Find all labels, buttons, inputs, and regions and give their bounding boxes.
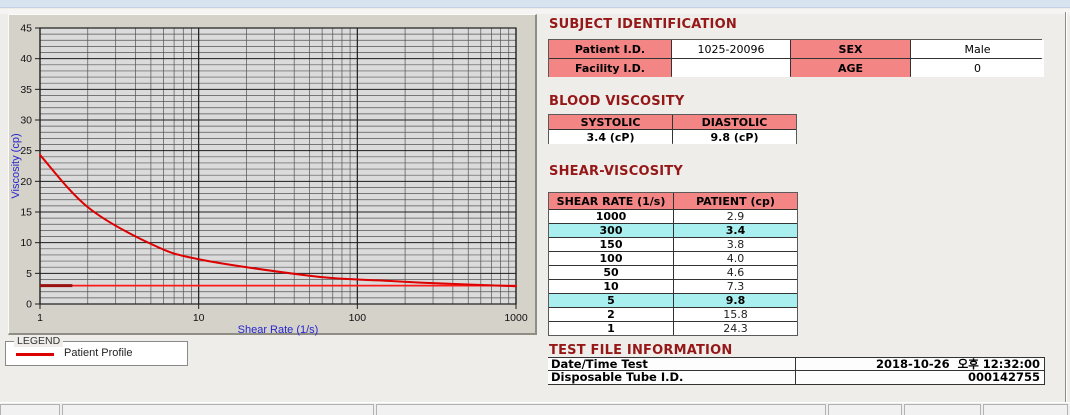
patient-header: PATIENT (cp) [674,193,797,209]
svg-text:10: 10 [20,237,32,249]
shear-rate-cell: 100 [549,252,673,265]
status-bar-segment [904,404,981,415]
shear-rate-cell: 50 [549,266,673,279]
disposable-tube-id-label: Disposable Tube I.D. [551,370,684,384]
patient-cell: 9.8 [674,294,797,307]
patient-cell: 24.3 [674,322,797,335]
shear-rate-cell: 1000 [549,210,673,223]
shear-rate-cell: 10 [549,280,673,293]
age-label: AGE [791,59,910,77]
diastolic-header: DIASTOLIC [673,115,796,129]
systolic-header: SYSTOLIC [549,115,672,129]
svg-text:1: 1 [37,312,43,324]
svg-text:0: 0 [26,299,32,311]
legend-group-label: LEGEND [14,335,64,347]
svg-text:30: 30 [20,115,32,127]
svg-text:35: 35 [20,84,32,96]
subject-identification-title: SUBJECT IDENTIFICATION [549,17,737,32]
legend-box: LEGEND Patient Profile [5,335,188,366]
svg-text:20: 20 [20,176,32,188]
window-top-strip [0,9,1070,14]
sex-label: SEX [791,40,910,58]
window-top-bar [0,0,1070,8]
facility-id-label: Facility I.D. [549,59,671,77]
patient-cell: 3.4 [674,224,797,237]
svg-text:15: 15 [20,207,32,219]
systolic-value: 3.4 (cP) [549,130,672,144]
patient-cell: 4.0 [674,252,797,265]
viscosity-vs-shear-rate-chart: 0 5 10 15 20 25 30 35 40 45 1 10 100 1000 Shear Rate (… [10,23,528,337]
blood-viscosity-title: BLOOD VISCOSITY [549,94,685,109]
subject-identification-table: Patient I.D. 1025-20096 SEX Male Facilit… [548,39,1044,77]
shear-rate-cell: 5 [549,294,673,307]
test-file-information-table: Date/Time Test 2018-10-26 오후 12:32:00 Di… [548,357,1045,385]
sex-value: Male [911,40,1044,58]
legend-series-label: Patient Profile [64,347,133,359]
test-file-information-title: TEST FILE INFORMATION [549,343,733,358]
svg-text:100: 100 [349,312,367,324]
diastolic-value: 9.8 (cP) [673,130,796,144]
patient-cell: 4.6 [674,266,797,279]
table-row: Disposable Tube I.D. 000142755 [548,371,1045,385]
viscosity-chart-panel: 0 5 10 15 20 25 30 35 40 45 1 10 100 1000 Shear Rate (… [8,14,537,337]
patient-cell: 3.8 [674,238,797,251]
svg-text:5: 5 [26,268,32,280]
legend-line-swatch [16,353,54,356]
shear-rate-cell: 300 [549,224,673,237]
shear-rate-cell: 1 [549,322,673,335]
shear-rate-cell: 2 [549,308,673,321]
shear-rate-header: SHEAR RATE (1/s) [549,193,673,209]
patient-cell: 2.9 [674,210,797,223]
status-bar-segment [0,404,60,415]
age-value: 0 [911,59,1044,77]
svg-text:25: 25 [20,145,32,157]
blood-viscosity-table: SYSTOLIC DIASTOLIC 3.4 (cP) 9.8 (cP) [548,114,797,144]
status-bar-segment [983,404,1068,415]
svg-text:40: 40 [20,53,32,65]
disposable-tube-id-value: 000142755 [795,371,1045,384]
svg-text:10: 10 [193,312,205,324]
shear-rate-cell: 150 [549,238,673,251]
date-time-test-label: Date/Time Test [551,357,648,371]
status-bar-segment [62,404,374,415]
right-panel-edge-divider [1065,12,1067,402]
facility-id-value [672,59,790,77]
shear-viscosity-title: SHEAR-VISCOSITY [549,164,683,179]
svg-text:Viscosity (cp): Viscosity (cp) [10,133,22,198]
status-bar-segment [828,404,902,415]
patient-id-label: Patient I.D. [549,40,671,58]
status-bar [0,402,1070,415]
svg-text:45: 45 [20,23,32,35]
svg-text:Shear Rate (1/s): Shear Rate (1/s) [238,324,319,336]
patient-id-value: 1025-20096 [672,40,790,58]
patient-cell: 15.8 [674,308,797,321]
shear-viscosity-table: SHEAR RATE (1/s) PATIENT (cp) 1000 2.9 3… [548,192,798,336]
svg-text:1000: 1000 [504,312,528,324]
date-time-test-value: 2018-10-26 오후 12:32:00 [795,358,1045,371]
patient-cell: 7.3 [674,280,797,293]
table-row: Date/Time Test 2018-10-26 오후 12:32:00 [548,357,1045,371]
status-bar-segment [376,404,826,415]
